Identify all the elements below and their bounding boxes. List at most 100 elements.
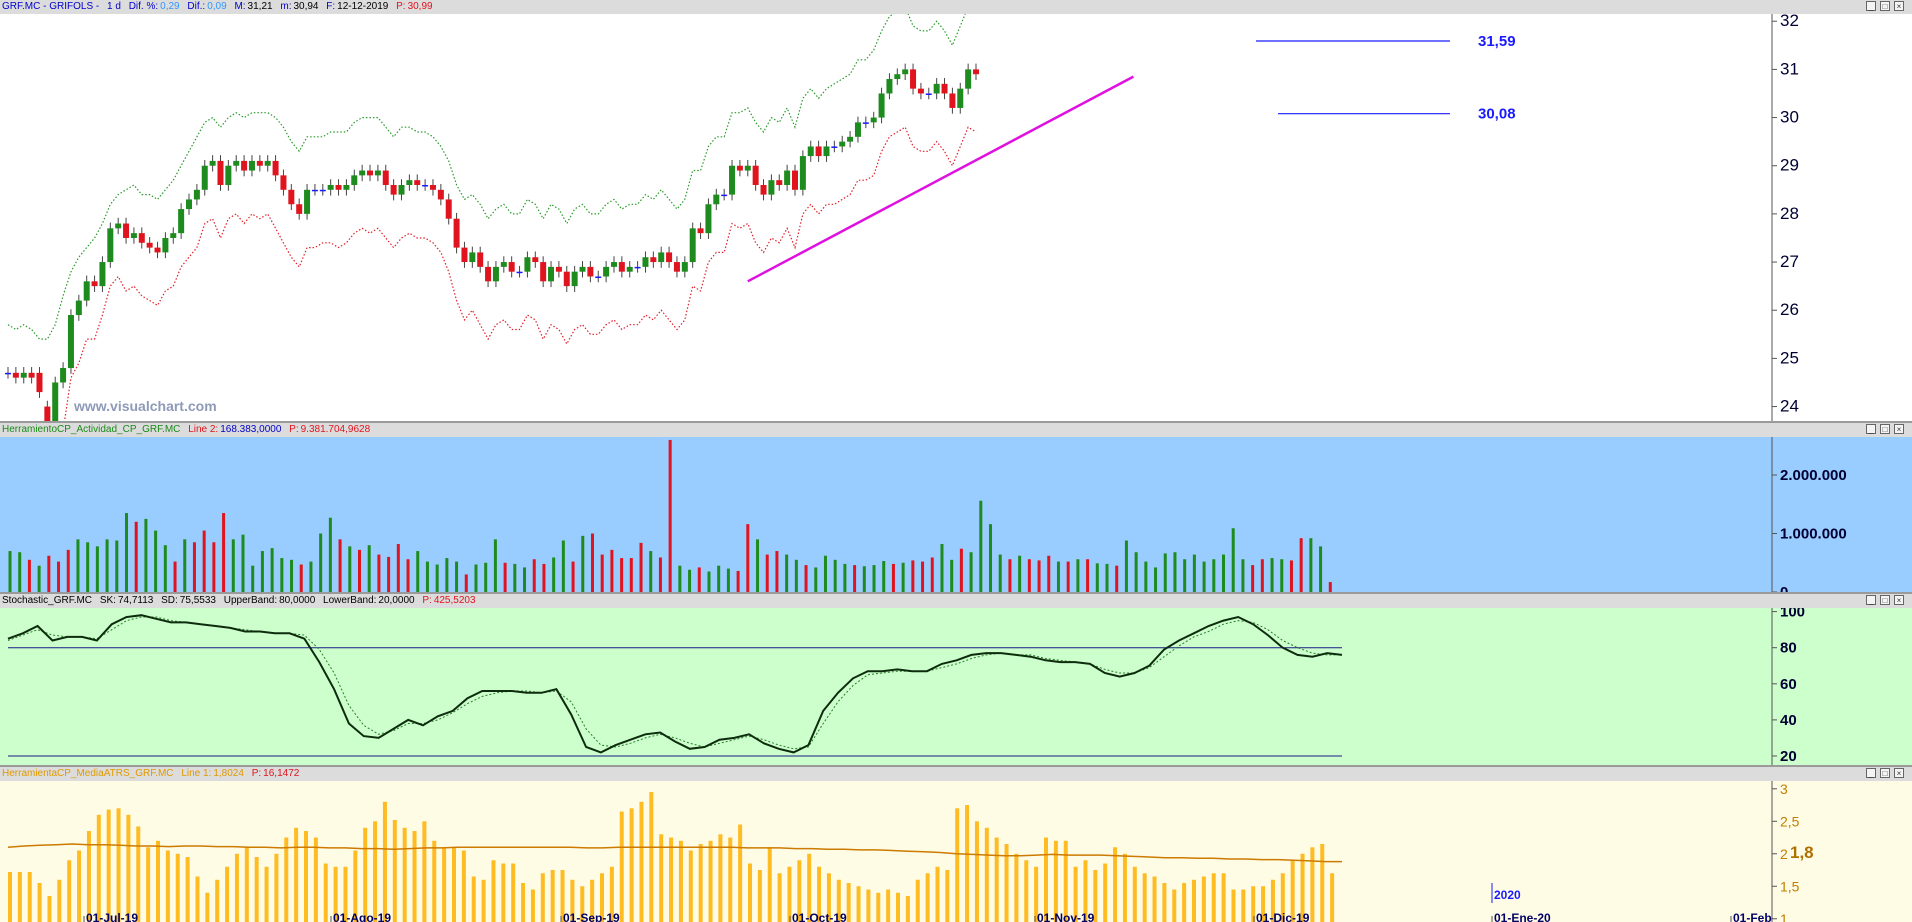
candle xyxy=(807,146,814,157)
atr-bar xyxy=(1172,889,1177,922)
price-label: P: xyxy=(396,1,406,12)
candle xyxy=(162,237,169,253)
atr-bar xyxy=(1211,873,1216,922)
atr-bar xyxy=(1290,860,1295,922)
atr-bar xyxy=(925,873,930,922)
atr-bar xyxy=(1221,873,1226,922)
stoch-p-label: P: xyxy=(422,595,432,606)
candle xyxy=(894,74,901,80)
min: 30,94 xyxy=(293,1,319,12)
candle xyxy=(311,189,318,192)
atr-bar xyxy=(284,837,289,922)
volume-bar xyxy=(192,542,196,592)
atr-bar xyxy=(1251,886,1256,922)
atr-bar xyxy=(915,879,920,922)
volume-bar xyxy=(950,559,954,592)
y-tick-label: 26 xyxy=(1780,300,1799,319)
atr-bar xyxy=(175,853,180,922)
atr-line-label: Line 1: xyxy=(181,768,212,779)
stoch-p-value: 425,5203 xyxy=(433,595,476,606)
volume-bar xyxy=(989,524,993,592)
candle xyxy=(477,252,484,267)
price-chart[interactable]: 24 25 26 27 28 29 30 31 32 31,59 30,08 www.visualch… xyxy=(0,14,1912,421)
price-panel: GRF.MC - GRIFOLS - 1 d Dif. %: 0,29 Dif.:… xyxy=(0,0,1912,421)
atr-bar xyxy=(1201,876,1206,922)
candle xyxy=(146,242,153,248)
volume-bar xyxy=(18,552,22,592)
minimize-button[interactable]: _ xyxy=(1866,424,1876,434)
atr-bar xyxy=(629,808,634,922)
atr-bar xyxy=(205,892,210,922)
y-tick-label: 40 xyxy=(1780,712,1797,729)
volume-bar xyxy=(1270,558,1274,592)
atr-bar xyxy=(392,819,397,922)
close-button[interactable]: × xyxy=(1894,1,1904,11)
candle xyxy=(296,204,303,214)
volume-bar xyxy=(222,513,226,592)
volume-bar xyxy=(1154,567,1158,592)
candle xyxy=(138,233,145,243)
atr-bar xyxy=(1122,853,1127,922)
atr-bar xyxy=(146,847,151,922)
atr-chart[interactable]: 1 1,5 2 2,5 3 1,8 01-Jul-19 01-Ago-19 01-Sep-19 0… xyxy=(0,781,1912,922)
atr-bar xyxy=(1261,886,1266,922)
atr-bar xyxy=(1310,847,1315,922)
candle xyxy=(792,170,798,190)
volume-bar xyxy=(1309,538,1313,592)
candle xyxy=(272,160,279,176)
candle xyxy=(831,146,838,148)
candle xyxy=(60,368,67,383)
minimize-button[interactable]: _ xyxy=(1866,768,1876,778)
maximize-button[interactable]: □ xyxy=(1880,1,1890,11)
atr-bar xyxy=(215,879,220,922)
candle xyxy=(760,184,767,195)
atr-bar xyxy=(1132,866,1137,922)
candle xyxy=(941,83,948,94)
volume-bar xyxy=(260,551,264,592)
atr-bar xyxy=(708,840,713,922)
volume-bar xyxy=(610,549,614,592)
atr-bar xyxy=(1162,883,1167,922)
close-button[interactable]: × xyxy=(1894,595,1904,605)
volume-bar xyxy=(542,563,546,592)
candle xyxy=(752,165,759,185)
candle xyxy=(453,218,460,248)
stochastic-chart[interactable]: 20 40 60 80 100 xyxy=(0,608,1912,765)
volume-bar xyxy=(833,559,837,592)
maximize-button[interactable]: □ xyxy=(1880,424,1890,434)
volume-bar xyxy=(930,557,934,592)
candle xyxy=(390,184,397,195)
minimize-button[interactable]: _ xyxy=(1866,1,1876,11)
candle xyxy=(689,228,696,263)
candle xyxy=(319,189,326,192)
candle xyxy=(618,262,625,272)
atr-bar xyxy=(57,879,62,922)
volume-bar xyxy=(571,561,575,592)
maximize-button[interactable]: □ xyxy=(1880,595,1890,605)
atr-bar xyxy=(817,866,822,922)
candle xyxy=(603,266,610,277)
close-button[interactable]: × xyxy=(1894,424,1904,434)
volume-chart[interactable]: 2.000.000 1.000.000 0 xyxy=(0,437,1912,592)
y-tick-label: 29 xyxy=(1780,156,1799,175)
ub-value: 80,0000 xyxy=(279,595,316,606)
candle xyxy=(209,160,216,166)
atr-bar xyxy=(37,883,42,922)
atr-bar xyxy=(304,831,308,922)
volume-bar xyxy=(154,530,158,592)
candle xyxy=(335,184,342,190)
candle xyxy=(610,262,617,267)
candle xyxy=(343,184,350,190)
candle xyxy=(75,300,82,316)
volume-bar xyxy=(1241,559,1245,592)
volume-bar xyxy=(173,561,177,592)
candle xyxy=(264,160,271,166)
atr-bar xyxy=(639,801,644,922)
maximize-button[interactable]: □ xyxy=(1880,768,1890,778)
close-button[interactable]: × xyxy=(1894,768,1904,778)
atr-bar xyxy=(116,808,121,922)
atr-bar xyxy=(974,821,979,922)
y-tick-label: 1,5 xyxy=(1780,878,1800,894)
minimize-button[interactable]: _ xyxy=(1866,595,1876,605)
volume-bar xyxy=(115,540,119,592)
